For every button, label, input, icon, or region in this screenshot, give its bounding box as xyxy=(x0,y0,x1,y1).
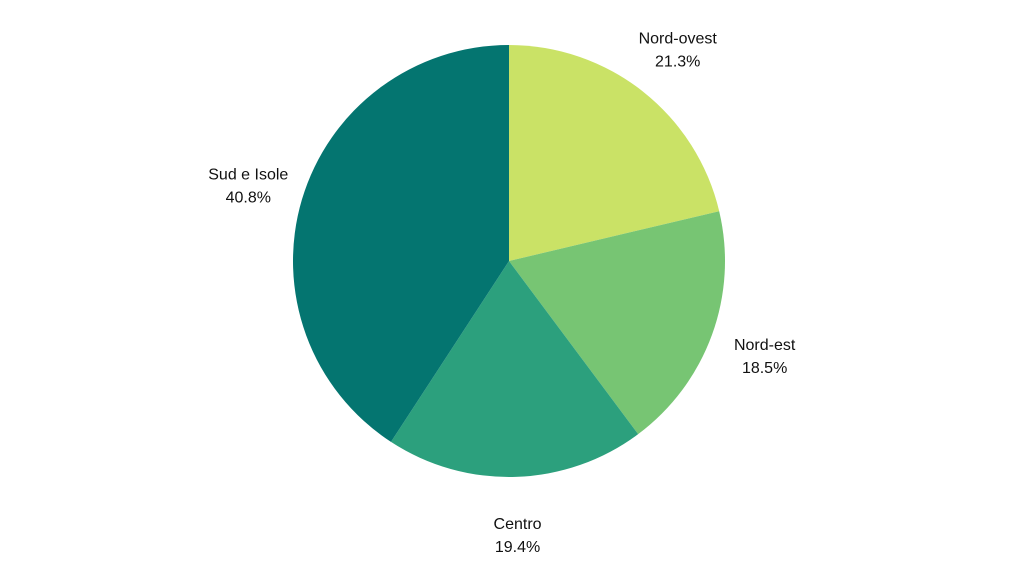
slice-name-nord-est: Nord-est xyxy=(734,337,796,354)
pie-labels: Nord-ovest 21.3% Nord-est 18.5% Centro 19.4% S… xyxy=(208,31,796,556)
slice-name-nord-ovest: Nord-ovest xyxy=(639,31,718,48)
slice-name-sud-e-isole: Sud e Isole xyxy=(208,166,288,183)
slice-percent-centro: 19.4% xyxy=(495,539,540,556)
slice-percent-nord-ovest: 21.3% xyxy=(655,54,700,71)
pie-slice-nord-est xyxy=(509,211,725,435)
pie-slice-centro xyxy=(390,261,639,477)
slice-percent-sud-e-isole: 40.8% xyxy=(226,189,271,206)
slice-name-centro: Centro xyxy=(494,516,542,533)
pie-slice-nord-ovest xyxy=(509,45,720,261)
pie-slice-sud-e-isole xyxy=(292,45,509,442)
slice-percent-nord-est: 18.5% xyxy=(742,360,787,377)
pie-slices xyxy=(292,45,725,477)
